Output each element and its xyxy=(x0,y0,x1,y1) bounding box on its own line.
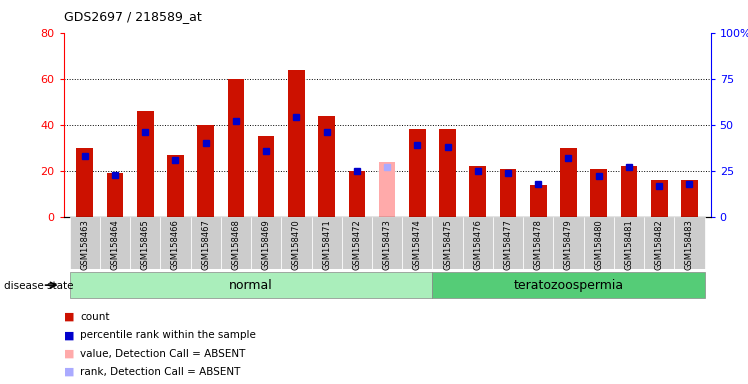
Bar xyxy=(621,166,637,217)
Text: teratozoospermia: teratozoospermia xyxy=(513,279,624,291)
Text: GSM158483: GSM158483 xyxy=(685,220,694,270)
Text: GSM158478: GSM158478 xyxy=(534,220,543,270)
Text: GSM158476: GSM158476 xyxy=(473,220,482,270)
Bar xyxy=(281,217,311,269)
Text: GSM158475: GSM158475 xyxy=(443,220,452,270)
Text: GSM158472: GSM158472 xyxy=(352,220,361,270)
Bar xyxy=(409,129,426,217)
Bar xyxy=(107,173,123,217)
Text: rank, Detection Call = ABSENT: rank, Detection Call = ABSENT xyxy=(80,367,240,377)
Text: GSM158469: GSM158469 xyxy=(262,220,271,270)
Text: value, Detection Call = ABSENT: value, Detection Call = ABSENT xyxy=(80,349,245,359)
Text: GSM158463: GSM158463 xyxy=(80,220,89,270)
Bar xyxy=(70,272,432,298)
Bar xyxy=(70,217,100,269)
Bar xyxy=(493,217,523,269)
Bar xyxy=(463,217,493,269)
Text: GSM158481: GSM158481 xyxy=(625,220,634,270)
Text: GSM158474: GSM158474 xyxy=(413,220,422,270)
Bar xyxy=(583,217,614,269)
Bar xyxy=(432,217,463,269)
Bar xyxy=(258,136,275,217)
Bar xyxy=(402,217,432,269)
Bar xyxy=(378,162,396,217)
Text: GSM158467: GSM158467 xyxy=(201,220,210,270)
Text: GSM158473: GSM158473 xyxy=(382,220,392,270)
Bar xyxy=(76,148,93,217)
Text: ■: ■ xyxy=(64,349,74,359)
Text: ■: ■ xyxy=(64,367,74,377)
Bar xyxy=(432,272,705,298)
Text: GSM158477: GSM158477 xyxy=(503,220,512,270)
Bar xyxy=(530,185,547,217)
Bar xyxy=(554,217,583,269)
Bar xyxy=(439,129,456,217)
Bar xyxy=(167,155,184,217)
Text: percentile rank within the sample: percentile rank within the sample xyxy=(80,330,256,340)
Bar xyxy=(614,217,644,269)
Bar xyxy=(319,116,335,217)
Text: ■: ■ xyxy=(64,312,74,322)
Bar xyxy=(130,217,160,269)
Bar xyxy=(197,125,214,217)
Bar xyxy=(251,217,281,269)
Text: GSM158470: GSM158470 xyxy=(292,220,301,270)
Bar xyxy=(681,180,698,217)
Bar xyxy=(342,217,372,269)
Bar xyxy=(349,171,365,217)
Text: GSM158466: GSM158466 xyxy=(171,220,180,270)
Bar xyxy=(470,166,486,217)
Bar xyxy=(560,148,577,217)
Bar xyxy=(500,169,516,217)
Bar xyxy=(100,217,130,269)
Text: disease state: disease state xyxy=(4,281,73,291)
Bar xyxy=(160,217,191,269)
Bar xyxy=(644,217,674,269)
Bar xyxy=(651,180,667,217)
Bar xyxy=(523,217,554,269)
Text: GSM158471: GSM158471 xyxy=(322,220,331,270)
Bar xyxy=(590,169,607,217)
Bar xyxy=(372,217,402,269)
Text: GSM158468: GSM158468 xyxy=(231,220,240,270)
Text: GSM158482: GSM158482 xyxy=(654,220,663,270)
Text: normal: normal xyxy=(229,279,273,291)
Text: GSM158464: GSM158464 xyxy=(111,220,120,270)
Text: GSM158480: GSM158480 xyxy=(594,220,603,270)
Bar xyxy=(191,217,221,269)
Text: GSM158465: GSM158465 xyxy=(141,220,150,270)
Text: ■: ■ xyxy=(64,330,74,340)
Bar xyxy=(227,79,245,217)
Bar xyxy=(311,217,342,269)
Bar xyxy=(221,217,251,269)
Text: GDS2697 / 218589_at: GDS2697 / 218589_at xyxy=(64,10,201,23)
Text: count: count xyxy=(80,312,109,322)
Text: GSM158479: GSM158479 xyxy=(564,220,573,270)
Bar xyxy=(674,217,705,269)
Bar xyxy=(288,70,304,217)
Bar xyxy=(137,111,153,217)
